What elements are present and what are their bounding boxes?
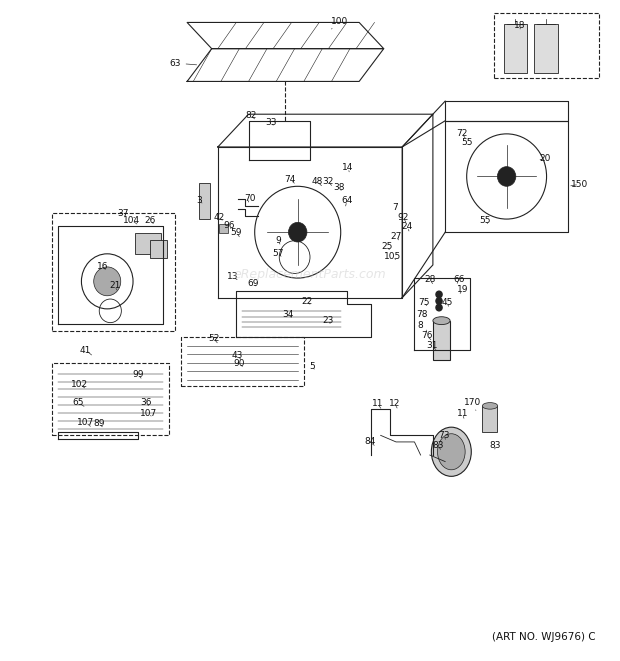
Bar	[135, 233, 161, 254]
Text: 72: 72	[457, 130, 468, 138]
Text: 48: 48	[312, 177, 323, 186]
Ellipse shape	[438, 434, 465, 470]
Text: 22: 22	[301, 297, 312, 305]
Circle shape	[436, 304, 442, 311]
Text: 73: 73	[438, 431, 450, 440]
Text: eReplacementParts.com: eReplacementParts.com	[234, 268, 386, 282]
Bar	[200, 183, 210, 219]
Bar	[433, 321, 450, 360]
Text: 76: 76	[421, 331, 433, 340]
Text: 11: 11	[457, 409, 468, 418]
Text: 32: 32	[323, 177, 334, 186]
Text: 57: 57	[272, 249, 284, 258]
Ellipse shape	[432, 427, 471, 477]
Text: 14: 14	[342, 163, 354, 173]
Text: 24: 24	[402, 223, 413, 231]
Ellipse shape	[482, 403, 498, 409]
Text: 16: 16	[97, 262, 108, 271]
Text: 75: 75	[418, 298, 430, 307]
Text: 37: 37	[117, 210, 135, 218]
Bar	[219, 223, 228, 233]
Text: 23: 23	[323, 316, 334, 325]
Circle shape	[497, 167, 516, 186]
Text: 13: 13	[228, 272, 239, 281]
Text: 28: 28	[424, 275, 435, 284]
Text: 45: 45	[441, 298, 453, 307]
Text: 83: 83	[490, 441, 502, 449]
Bar	[482, 406, 497, 432]
Text: 84: 84	[365, 438, 376, 446]
Text: 59: 59	[231, 227, 242, 237]
Text: 34: 34	[282, 309, 293, 319]
Text: 5: 5	[309, 362, 315, 371]
Text: 66: 66	[453, 275, 464, 284]
Text: 52: 52	[208, 334, 219, 343]
Text: 100: 100	[331, 17, 348, 29]
Text: 33: 33	[265, 118, 277, 126]
Text: 82: 82	[246, 111, 257, 120]
Text: 105: 105	[384, 252, 402, 261]
Text: 64: 64	[341, 196, 353, 206]
Text: 27: 27	[391, 232, 402, 241]
Text: 102: 102	[71, 380, 88, 389]
Text: 26: 26	[144, 216, 156, 225]
Bar	[534, 24, 557, 73]
Text: 69: 69	[248, 279, 259, 288]
Circle shape	[436, 297, 442, 304]
Text: 107: 107	[77, 418, 94, 427]
Text: 11: 11	[372, 399, 383, 408]
Text: 25: 25	[381, 242, 392, 251]
Text: 74: 74	[285, 175, 296, 184]
Text: 21: 21	[109, 282, 120, 290]
Text: 18: 18	[515, 20, 526, 30]
Text: 3: 3	[196, 196, 202, 205]
Text: 7: 7	[392, 203, 401, 214]
Text: 170: 170	[464, 398, 482, 410]
Text: 36: 36	[140, 398, 152, 407]
Bar	[150, 240, 167, 258]
Text: 41: 41	[80, 346, 92, 355]
Text: 63: 63	[169, 59, 197, 67]
Text: 12: 12	[389, 399, 401, 408]
Text: 150: 150	[570, 180, 588, 189]
Text: 92: 92	[397, 214, 409, 222]
Text: 70: 70	[244, 194, 255, 203]
Text: 55: 55	[479, 216, 491, 225]
Text: 38: 38	[334, 183, 345, 192]
Text: 42: 42	[214, 213, 225, 221]
Text: 8: 8	[418, 321, 427, 330]
Text: 83: 83	[432, 441, 443, 449]
Bar	[503, 24, 527, 73]
Text: 90: 90	[234, 359, 245, 368]
Text: 89: 89	[94, 419, 105, 428]
Text: (ART NO. WJ9676) C: (ART NO. WJ9676) C	[492, 632, 595, 642]
Circle shape	[288, 222, 307, 242]
Text: 96: 96	[223, 221, 234, 230]
Text: 99: 99	[132, 370, 144, 379]
Text: 9: 9	[275, 235, 281, 245]
Circle shape	[436, 292, 442, 297]
Ellipse shape	[433, 317, 450, 325]
Text: 78: 78	[416, 309, 428, 319]
Text: 104: 104	[123, 216, 140, 225]
Text: 107: 107	[140, 408, 157, 418]
Text: 65: 65	[73, 398, 84, 407]
Text: 43: 43	[232, 351, 243, 360]
Text: 19: 19	[457, 286, 468, 294]
Circle shape	[94, 267, 121, 295]
Text: 20: 20	[539, 154, 551, 163]
Bar	[494, 13, 599, 78]
Text: 31: 31	[426, 341, 437, 350]
Text: 55: 55	[461, 138, 473, 147]
